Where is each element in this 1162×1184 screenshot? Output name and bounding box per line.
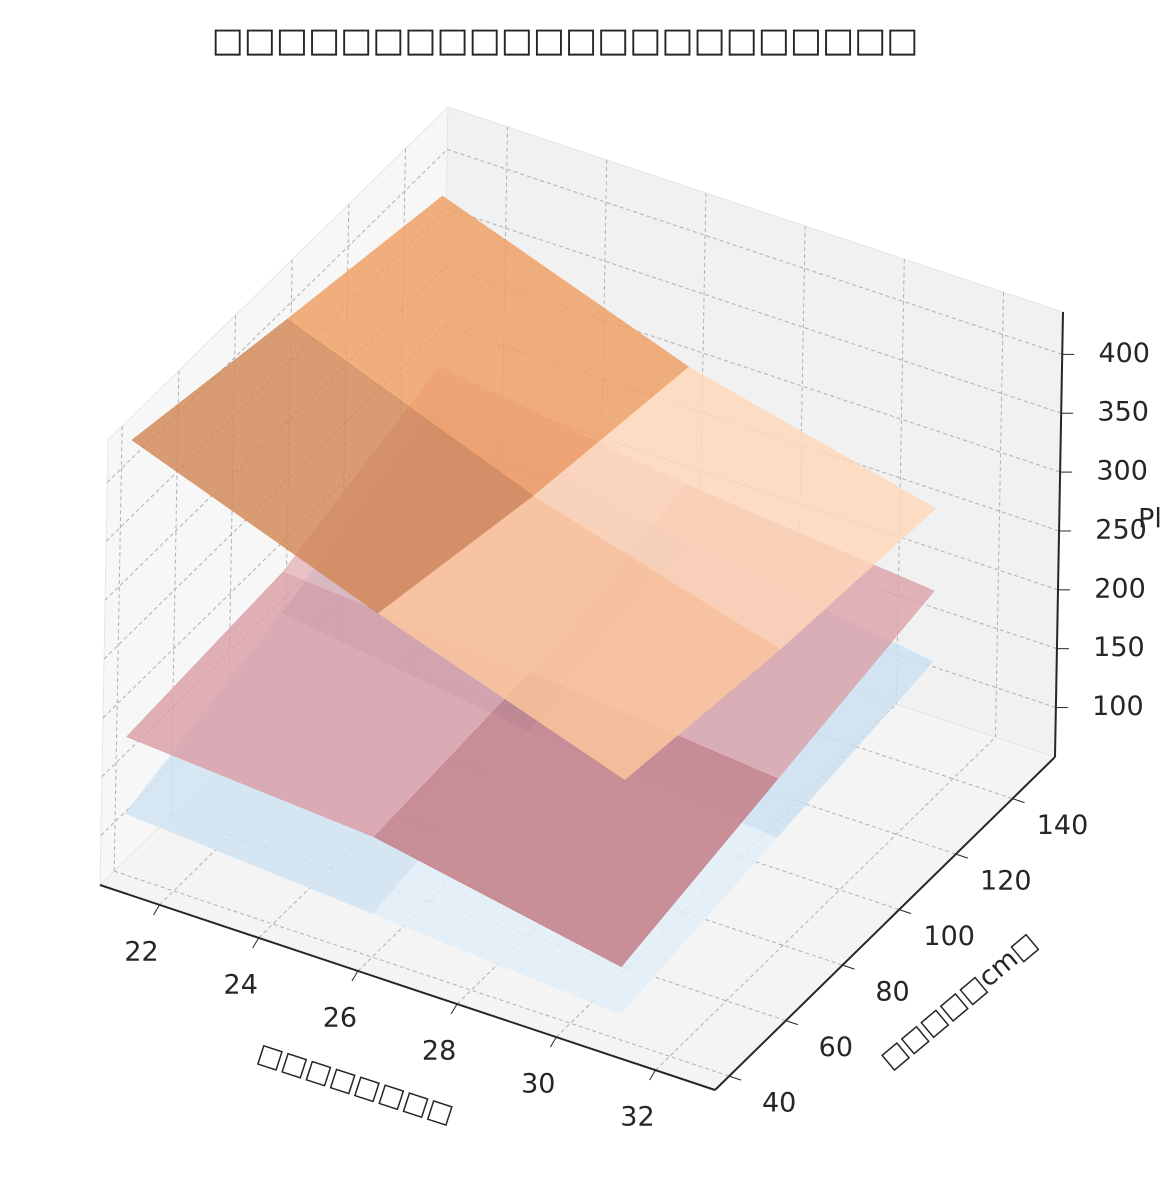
- chart-title: □□□□□□□□□□□□□□□□□□□□□□: [212, 21, 919, 61]
- y-tick-label: 140: [1037, 810, 1089, 841]
- grid-line: [102, 384, 444, 719]
- grid-line: [446, 207, 1062, 414]
- y-tick: [899, 909, 912, 915]
- y-tick-label: 120: [980, 866, 1032, 897]
- y-tick: [729, 1075, 742, 1081]
- x-tick: [252, 937, 260, 949]
- z-tick-label: 150: [1093, 632, 1145, 663]
- surface-face: [373, 672, 779, 968]
- y-tick-label: 40: [762, 1088, 796, 1119]
- axis-line: [1054, 311, 1064, 758]
- grid-line: [114, 870, 730, 1077]
- grid-line: [447, 148, 1063, 355]
- x-tick-label: 32: [620, 1102, 654, 1133]
- y-tick: [785, 1020, 798, 1026]
- z-tick-label: 300: [1096, 456, 1148, 487]
- y-tick-label: 100: [923, 921, 975, 952]
- z-tick-label: 400: [1098, 338, 1150, 369]
- x-tick: [649, 1069, 656, 1081]
- x-tick: [351, 970, 359, 982]
- z-tick-label: 100: [1092, 691, 1144, 722]
- surface-face: [377, 495, 781, 780]
- x-tick-label: 26: [323, 1002, 357, 1033]
- grid-line: [105, 207, 447, 542]
- x-tick: [153, 904, 160, 916]
- x-tick-label: 22: [124, 936, 158, 967]
- y-tick-label: 60: [819, 1032, 853, 1063]
- x-tick-label: 24: [224, 969, 258, 1000]
- y-tick: [955, 853, 968, 859]
- x-tick: [549, 1036, 557, 1048]
- axis-line: [99, 884, 716, 1091]
- y-tick: [1012, 798, 1025, 804]
- z-tick-label: 250: [1095, 514, 1147, 545]
- z-axis-label: Pl: [1138, 504, 1162, 535]
- grid-line: [103, 325, 445, 660]
- y-tick-label: 80: [875, 977, 909, 1008]
- z-tick-label: 350: [1097, 397, 1149, 428]
- y-tick: [842, 964, 855, 970]
- grid-line: [655, 736, 996, 1071]
- grid-line: [104, 266, 446, 601]
- z-tick-label: 200: [1094, 573, 1146, 604]
- x-tick-label: 28: [422, 1036, 456, 1067]
- x-tick-label: 30: [521, 1069, 555, 1100]
- x-tick: [450, 1003, 458, 1015]
- axis-line: [714, 756, 1056, 1091]
